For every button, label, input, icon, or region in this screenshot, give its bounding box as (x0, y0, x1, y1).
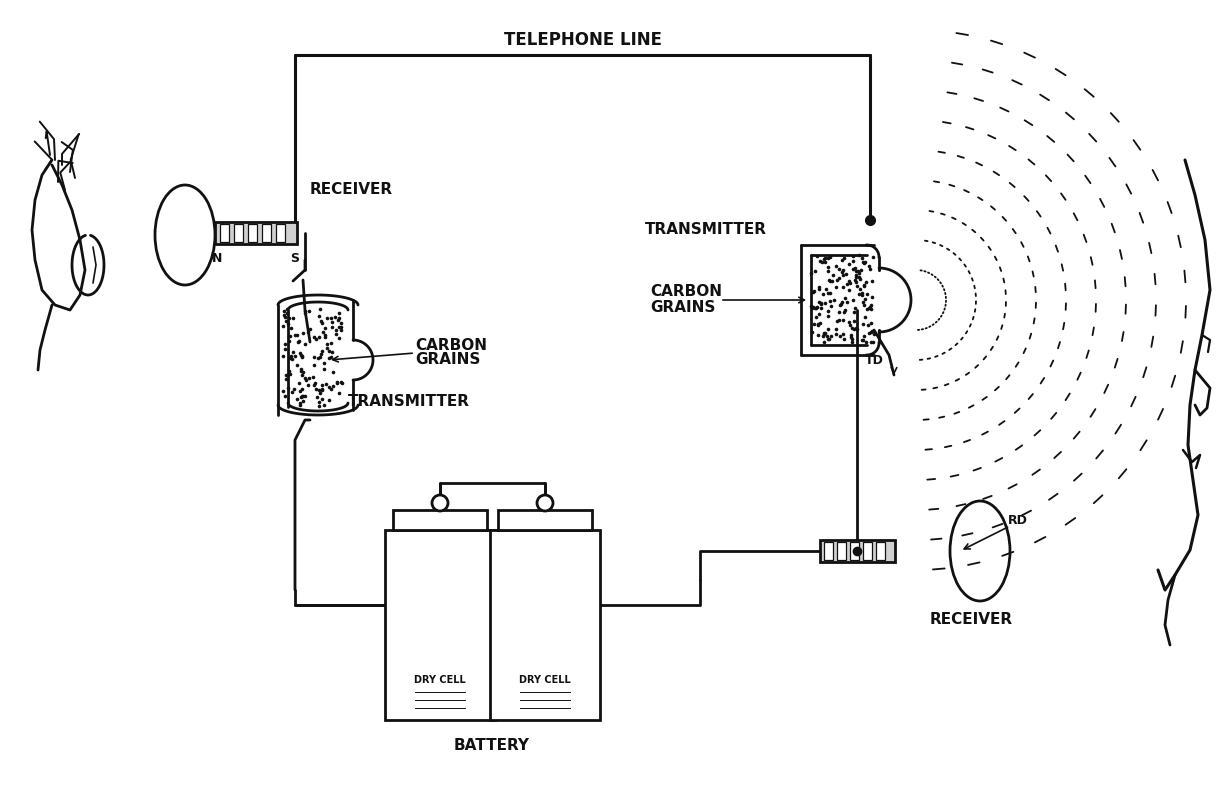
Text: N: N (211, 252, 222, 265)
Text: TRANSMITTER: TRANSMITTER (348, 394, 470, 410)
Bar (248, 224, 257, 242)
Text: GRAINS: GRAINS (415, 353, 480, 367)
Bar (876, 542, 885, 560)
Bar (863, 542, 873, 560)
Text: RECEIVER: RECEIVER (310, 182, 393, 198)
Text: CARBON: CARBON (415, 338, 488, 353)
Text: RECEIVER: RECEIVER (930, 613, 1013, 627)
Text: TELEPHONE LINE: TELEPHONE LINE (503, 31, 662, 49)
Bar (820, 540, 895, 562)
Text: BATTERY: BATTERY (455, 738, 530, 753)
Text: CARBON: CARBON (650, 285, 722, 299)
Text: DRY CELL: DRY CELL (519, 675, 571, 685)
Bar (851, 542, 859, 560)
Bar (276, 224, 285, 242)
Bar (393, 510, 488, 530)
Circle shape (536, 495, 554, 511)
Bar (220, 224, 229, 242)
Ellipse shape (949, 501, 1011, 601)
Bar (233, 224, 243, 242)
Bar (215, 222, 297, 244)
Circle shape (433, 495, 448, 511)
Bar (499, 510, 591, 530)
Text: DRY CELL: DRY CELL (414, 675, 466, 685)
Text: TD: TD (865, 354, 884, 366)
Bar (837, 542, 846, 560)
Text: RD: RD (1008, 514, 1028, 527)
Text: S: S (291, 252, 299, 265)
Bar (490, 530, 600, 720)
Bar (824, 542, 833, 560)
Text: TRANSMITTER: TRANSMITTER (645, 222, 767, 238)
Bar (385, 530, 495, 720)
Text: GRAINS: GRAINS (650, 299, 715, 314)
Ellipse shape (155, 185, 215, 285)
Bar (262, 224, 271, 242)
